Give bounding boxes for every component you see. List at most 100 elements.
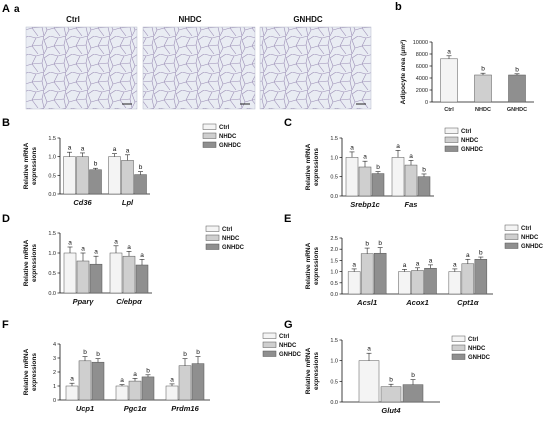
legend-swatch [504,242,519,249]
y-tick-label: 1.0 [48,155,56,161]
bar-nhdc [461,263,475,295]
category-label: C/ebpα [116,297,142,306]
legend-swatch [205,225,220,232]
charts-layer: b 0 2000 4000 6000 8000 10000 Adipocyte area (μ… [2,1,544,415]
significance-letter: a [396,143,400,150]
y-axis-label: Relative mRNAexpressions [23,348,38,395]
significance-letter: b [378,240,382,247]
y-tick-label: 0.0 [48,192,56,198]
significance-letter: a [70,376,74,383]
y-tick-label: 1.0 [330,155,338,161]
legend-swatch [262,350,277,357]
y-tick-label: 1.0 [48,251,56,257]
significance-letter: b [96,351,100,358]
panel-letter: E [284,213,291,225]
category-label: Pparγ [73,297,95,306]
legend-label: NHDC [468,346,486,352]
legend-swatch [262,332,277,339]
significance-letter: a [68,145,72,152]
legend-swatch [262,341,277,348]
legend-label: GNHDC [222,245,245,251]
bar-ctrl [63,156,76,195]
significance-letter: a [140,252,144,259]
y-tick-label: 1.5 [330,258,338,264]
bar-gnhdc [424,267,437,295]
legend-label: NHDC [279,343,297,349]
chart-panel-D: D 0.0 0.5 1.0 1.5 Relative mRNAexpressions a a a… [2,213,245,306]
chart-panel-C: C 0.0 0.5 1.0 1.5 Relative mRNAexpressions a a b… [284,117,484,209]
significance-letter: a [363,154,367,161]
y-tick-label: 1.5 [48,136,56,142]
y-tick-label: 1.0 [330,270,338,276]
category-label: Lpl [122,198,134,207]
y-axis-label-line: Relative mRNA [23,239,30,286]
panel-letter: B [2,117,10,129]
bar-ctrl [358,360,380,403]
y-axis-label-line: Relative mRNA [305,242,312,289]
chart-panel-b: b 0 2000 4000 6000 8000 10000 Adipocyte area (μ… [395,1,534,113]
bar-nhdc [404,164,418,197]
category-label: GNHDC [507,107,527,113]
y-axis-label-line: expressions [31,147,38,185]
bar-nhdc [76,260,90,294]
bar-gnhdc [373,252,387,295]
significance-letter: b [183,351,187,358]
legend-label: Ctrl [222,227,233,233]
y-axis-label: Adipocyte area (μm²) [400,40,407,105]
significance-letter: a [416,260,420,267]
legend-label: GNHDC [219,143,242,149]
bar-ctrl [108,156,121,195]
significance-letter: a [429,257,433,264]
bar-ctrl [440,58,458,103]
y-tick-label: 0.5 [330,175,338,181]
legend-swatch [444,136,459,143]
histology-title-nhdc: NHDC [178,15,201,24]
significance-letter: b [139,164,143,171]
panel-letter: F [2,319,9,331]
y-tick-label: 0.5 [48,173,56,179]
significance-letter: a [127,244,131,251]
significance-letter: b [422,166,426,173]
significance-letter: b [94,161,98,168]
legend-swatch [504,224,519,231]
y-axis-label-line: expressions [31,353,38,391]
significance-letter: a [466,252,470,259]
y-axis-label: Relative mRNAexpressions [305,347,320,394]
y-tick-label: 10000 [413,40,428,46]
bar-ctrl [398,271,411,295]
histology-gnhdc: GNHDC [259,15,372,110]
y-tick-label: 1 [53,384,56,390]
significance-letter: a [447,48,451,55]
category-label: Pgc1α [124,404,147,413]
chart-panel-E: E 0.0 0.5 1.0 1.5 2.0 2.5 Relative mRNAexpressi… [284,213,544,307]
legend-swatch [202,141,217,148]
y-tick-label: 0.0 [330,194,338,200]
bar-gnhdc [89,169,102,195]
histology-title-ctrl: Ctrl [66,15,80,24]
chart-panel-B: B 0.0 0.5 1.0 1.5 Relative mRNAexpressions a a b… [2,117,242,207]
y-tick-label: 0 [425,100,428,106]
bar-nhdc [380,386,402,403]
bar-gnhdc [417,176,431,197]
histology-image-nhdc [142,26,256,110]
bar-nhdc [121,160,134,195]
legend-swatch [205,243,220,250]
y-tick-label: 0 [53,398,56,404]
significance-letter: a [81,246,85,253]
bar-nhdc [178,365,192,401]
significance-letter: a [409,153,413,160]
y-tick-label: 0.0 [48,291,56,297]
bar-ctrl [65,385,79,401]
panel-letter: b [395,1,402,13]
y-tick-label: 4 [53,342,56,348]
category-label: Cpt1α [457,298,479,307]
y-tick-label: 0.5 [330,281,338,287]
y-axis-label-line: Relative mRNA [23,142,30,189]
histology-image-ctrl [25,26,138,110]
y-tick-label: 1.5 [330,338,338,344]
bar-gnhdc [135,264,149,294]
y-tick-label: 2.0 [330,247,338,253]
bar-ctrl [391,157,405,197]
legend-swatch [451,335,466,342]
histology-nhdc: NHDC [142,15,256,110]
